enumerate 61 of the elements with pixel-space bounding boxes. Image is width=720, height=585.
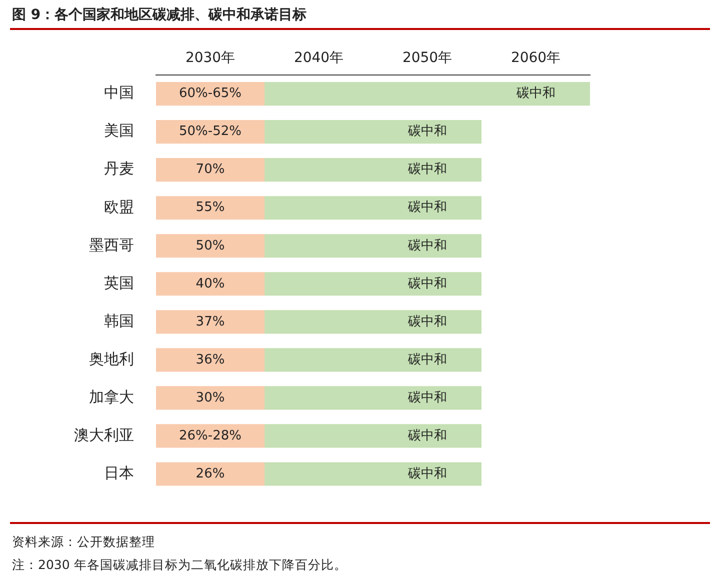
- annotation: 碳中和: [406, 238, 447, 254]
- text: 资料来源：公开数据整理: [12, 533, 156, 551]
- annotation: 碳中和: [406, 428, 447, 444]
- annotation: 37%: [196, 314, 225, 330]
- annotation: 30%: [196, 390, 225, 406]
- chart-title: 图 9：各个国家和地区碳减排、碳中和承诺目标: [12, 6, 307, 24]
- annotation: 碳中和: [406, 276, 447, 292]
- bar: [156, 234, 264, 258]
- annotation: 碳中和: [406, 162, 447, 178]
- annotation: 碳中和: [406, 314, 447, 330]
- bar: [264, 234, 482, 258]
- y-tick-label: 澳大利亚: [74, 426, 134, 444]
- y-tick-label: 加拿大: [89, 388, 134, 406]
- annotation: 50%-52%: [179, 124, 242, 140]
- annotation: 26%: [196, 466, 225, 482]
- bar: [156, 462, 264, 486]
- y-tick-label: 日本: [104, 464, 134, 482]
- annotation: 碳中和: [406, 352, 447, 368]
- bar: [264, 158, 482, 182]
- bar: [264, 310, 482, 334]
- bar: [156, 424, 264, 448]
- bar: [264, 120, 482, 144]
- bar: [264, 424, 482, 448]
- annotation: 60%-65%: [179, 86, 242, 102]
- annotation: 55%: [196, 200, 225, 216]
- annotation: 碳中和: [406, 466, 447, 482]
- annotation: 40%: [196, 276, 225, 292]
- bar: [156, 120, 264, 144]
- bar: [156, 386, 264, 410]
- bar: [156, 348, 264, 372]
- bar: [264, 462, 482, 486]
- y-tick-label: 丹麦: [104, 160, 134, 178]
- y-tick-label: 中国: [104, 84, 134, 102]
- annotation: 碳中和: [406, 124, 447, 140]
- bar: [156, 196, 264, 220]
- bar: [264, 348, 482, 372]
- bar: [156, 272, 264, 296]
- bar: [264, 82, 590, 106]
- bar: [264, 386, 482, 410]
- bar: [264, 272, 482, 296]
- bar: [156, 310, 264, 334]
- bar: [156, 158, 264, 182]
- y-tick-label: 英国: [104, 274, 134, 292]
- annotation: 26%-28%: [179, 428, 242, 444]
- y-tick-label: 墨西哥: [89, 236, 134, 254]
- x-tick-label: 2040年: [294, 50, 344, 66]
- text: 注：2030 年各国碳减排目标为二氧化碳排放下降百分比。: [12, 556, 347, 574]
- y-tick-label: 奥地利: [89, 350, 134, 368]
- x-tick-label: 2030年: [185, 50, 236, 66]
- annotation: 50%: [196, 238, 225, 254]
- bar: [264, 196, 482, 220]
- annotation: 碳中和: [515, 86, 556, 102]
- annotation: 碳中和: [406, 200, 447, 216]
- y-tick-label: 韩国: [104, 312, 134, 330]
- annotation: 碳中和: [406, 390, 447, 406]
- y-tick-label: 美国: [104, 122, 134, 140]
- annotation: 36%: [196, 352, 225, 368]
- x-tick-label: 2050年: [402, 50, 452, 66]
- annotation: 70%: [196, 162, 225, 178]
- y-tick-label: 欧盟: [104, 198, 134, 216]
- x-tick-label: 2060年: [510, 50, 561, 66]
